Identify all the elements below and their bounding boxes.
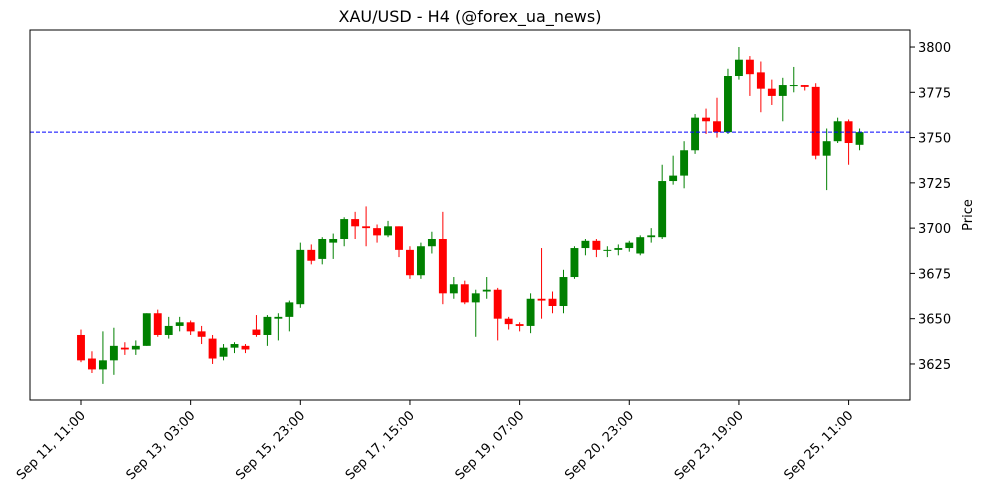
candle-body	[131, 345, 140, 350]
candle-body	[219, 347, 228, 357]
candle-body	[548, 298, 557, 307]
candle-body	[658, 181, 667, 238]
y-tick-label: 3650	[918, 313, 951, 328]
candle-body	[713, 121, 721, 133]
candle-body	[263, 316, 272, 335]
chart-title: XAU/USD - H4 (@forex_ua_news)	[339, 7, 602, 27]
x-tick-label: Sep 15, 23:00	[233, 408, 308, 483]
candle-body	[811, 86, 820, 156]
candle-body	[186, 322, 195, 332]
candle-body	[77, 334, 85, 361]
x-tick-label: Sep 23, 19:00	[672, 408, 747, 483]
candle-body	[406, 249, 414, 276]
candle-body	[395, 226, 403, 250]
candle-body	[164, 325, 173, 335]
candle-body	[515, 324, 524, 326]
candle-body	[142, 313, 151, 346]
x-tick-label: Sep 19, 07:00	[453, 408, 528, 483]
candle-body	[285, 302, 294, 317]
candle-body	[559, 277, 568, 307]
candle-body	[756, 72, 765, 89]
candle-body	[603, 249, 612, 251]
candle-body	[373, 228, 382, 236]
candle-body	[416, 246, 425, 276]
y-tick-label: 3675	[918, 267, 951, 282]
y-tick-label: 3775	[918, 86, 951, 101]
x-tick-label: Sep 13, 03:00	[124, 408, 199, 483]
candle-body	[647, 235, 656, 238]
candle-body	[230, 344, 239, 348]
candle-body	[340, 219, 349, 239]
candle-body	[778, 85, 787, 96]
candle-body	[109, 345, 118, 361]
candle-body	[318, 238, 327, 259]
candle-body	[680, 150, 689, 176]
x-tick-label: Sep 25, 11:00	[782, 408, 857, 483]
plot-frame	[29, 29, 911, 401]
candle-body	[724, 76, 732, 133]
y-tick-label: 3625	[918, 358, 951, 373]
candle-body	[789, 85, 798, 87]
candle-body	[745, 59, 754, 75]
candle-body	[274, 316, 283, 319]
candle-body	[362, 226, 371, 229]
candle-body	[384, 226, 392, 236]
y-tick-label: 3700	[918, 222, 951, 237]
candle-body	[800, 85, 809, 87]
candle-body	[822, 141, 831, 156]
candle-body	[460, 284, 469, 303]
candle-body	[855, 132, 864, 145]
candle-body	[471, 293, 480, 303]
candle-body	[329, 238, 338, 243]
candle-body	[241, 345, 250, 350]
candle-body	[504, 318, 513, 325]
candle-body	[197, 331, 206, 337]
y-axis-label: Price	[961, 199, 976, 231]
candle-body	[592, 240, 601, 250]
candle-body	[691, 117, 700, 151]
candle-body	[526, 298, 535, 326]
candle-body	[175, 322, 184, 326]
x-tick-label: Sep 20, 23:00	[562, 408, 637, 483]
candle-body	[153, 313, 162, 335]
candle-body	[767, 88, 776, 96]
candle-body	[625, 242, 634, 249]
candle-body	[351, 219, 360, 227]
y-tick-label: 3800	[918, 41, 951, 56]
candle-body	[449, 284, 458, 294]
candle-body	[669, 175, 678, 182]
candle-body	[296, 249, 305, 305]
candle-body	[438, 238, 447, 294]
candle-body	[493, 289, 502, 319]
x-tick-label: Sep 17, 15:00	[343, 408, 418, 483]
candle-body	[636, 237, 645, 254]
candle-body	[614, 248, 623, 250]
candle-body	[120, 347, 129, 350]
candle-body	[570, 248, 579, 278]
y-tick-label: 3725	[918, 177, 951, 192]
y-tick-label: 3750	[918, 132, 951, 147]
candle-body	[702, 117, 710, 122]
candle-body	[208, 338, 217, 359]
candle-body	[537, 298, 546, 301]
candle-body	[734, 59, 743, 77]
candle-body	[307, 249, 316, 261]
candle-body	[427, 238, 436, 247]
candle-body	[581, 240, 590, 249]
candle-body	[98, 360, 107, 370]
candle-body	[88, 358, 96, 370]
x-tick-label: Sep 11, 11:00	[14, 408, 89, 483]
candle-body	[482, 289, 491, 292]
candle-body	[252, 329, 261, 335]
candle-body	[833, 121, 842, 142]
